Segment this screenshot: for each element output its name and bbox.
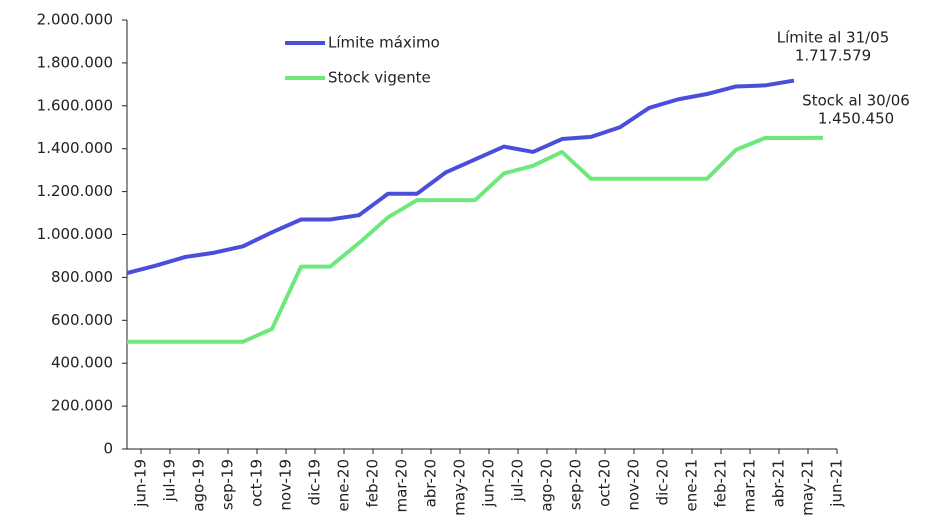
legend-label: Límite máximo (328, 34, 440, 52)
x-tick-label: nov-19 (277, 459, 295, 511)
x-tick-label: may-20 (451, 459, 469, 516)
x-tick-label: ene-20 (335, 459, 353, 511)
x-tick-label: jun-21 (828, 459, 846, 508)
y-tick-label: 1.800.000 (37, 53, 113, 71)
x-tick-label: nov-20 (625, 459, 643, 511)
x-tick-label: jul-19 (161, 459, 179, 502)
y-tick-label: 600.000 (51, 311, 113, 329)
x-tick-label: sep-19 (219, 459, 237, 510)
x-tick-label: jun-19 (132, 459, 150, 508)
x-tick-label: feb-20 (364, 459, 382, 508)
y-tick-label: 1.200.000 (37, 182, 113, 200)
y-tick-label: 1.000.000 (37, 225, 113, 243)
x-tick-label: oct-19 (248, 459, 266, 507)
x-tick-label: dic-20 (654, 459, 672, 505)
x-tick-label: jul-20 (509, 459, 527, 502)
x-tick-label: feb-21 (712, 459, 730, 508)
annotation: Stock al 30/06 (802, 92, 910, 110)
x-tick-label: ago-20 (538, 459, 556, 512)
line-series (126, 78, 795, 276)
x-tick-label: ene-21 (683, 459, 701, 511)
y-tick-label: 800.000 (51, 268, 113, 286)
x-tick-label: abr-20 (422, 459, 440, 507)
x-tick-label: mar-20 (393, 459, 411, 513)
y-tick-label: 200.000 (51, 397, 113, 415)
annotation: Límite al 31/05 (777, 29, 890, 47)
annotation: 1.450.450 (818, 110, 894, 128)
legend-label: Stock vigente (328, 69, 431, 87)
x-tick-label: sep-20 (567, 459, 585, 510)
x-tick-label: dic-19 (306, 459, 324, 505)
y-tick-label: 1.400.000 (37, 139, 113, 157)
y-tick-label: 400.000 (51, 354, 113, 372)
x-tick-label: jun-20 (480, 459, 498, 508)
x-tick-label: oct-20 (596, 459, 614, 507)
x-tick-label: ago-19 (190, 459, 208, 512)
annotation: 1.717.579 (795, 47, 871, 65)
x-tick-label: may-21 (799, 459, 817, 516)
y-tick-label: 2.000.000 (37, 11, 113, 29)
y-tick-label: 0 (103, 440, 113, 458)
line-series (127, 135, 824, 344)
x-tick-label: mar-21 (741, 459, 759, 513)
x-tick-label: abr-21 (770, 459, 788, 507)
y-tick-label: 1.600.000 (37, 96, 113, 114)
